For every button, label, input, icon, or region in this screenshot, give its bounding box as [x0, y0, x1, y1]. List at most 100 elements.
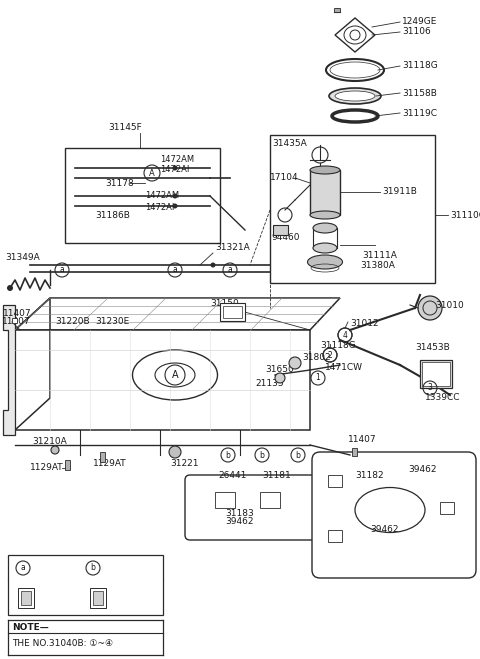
Text: 3: 3	[428, 384, 432, 393]
Text: a: a	[173, 266, 178, 275]
Text: b: b	[296, 451, 300, 459]
Text: 31110C: 31110C	[450, 210, 480, 219]
Text: 31321A: 31321A	[215, 243, 250, 252]
Circle shape	[7, 285, 13, 291]
Circle shape	[275, 373, 285, 383]
Text: 31119C: 31119C	[402, 109, 437, 117]
Bar	[65, 148, 220, 243]
Text: 1249GE: 1249GE	[402, 18, 437, 26]
Text: A: A	[172, 370, 178, 380]
Text: 31650: 31650	[265, 366, 294, 374]
Text: 39462: 39462	[408, 465, 436, 474]
Text: 26441: 26441	[218, 471, 246, 480]
Bar	[8, 555, 163, 615]
Ellipse shape	[310, 166, 340, 174]
Circle shape	[289, 357, 301, 369]
Bar	[21, 591, 31, 605]
Text: 1471CW: 1471CW	[325, 364, 363, 372]
Text: b: b	[260, 451, 264, 459]
Text: 31453B: 31453B	[415, 343, 450, 353]
Polygon shape	[3, 305, 15, 435]
Ellipse shape	[335, 91, 375, 101]
Bar	[270, 135, 435, 283]
Text: 31145F: 31145F	[108, 123, 142, 132]
Bar	[273, 225, 288, 235]
Text: 21135: 21135	[255, 378, 284, 387]
Ellipse shape	[313, 223, 337, 233]
Text: 4: 4	[343, 331, 348, 339]
Ellipse shape	[313, 243, 337, 253]
Bar	[328, 475, 342, 487]
Bar	[215, 492, 235, 508]
Text: NOTE—: NOTE—	[12, 623, 49, 631]
Circle shape	[211, 262, 216, 268]
Text: a: a	[60, 266, 64, 275]
Circle shape	[172, 204, 178, 208]
Text: 2: 2	[328, 351, 332, 360]
Bar	[310, 170, 340, 215]
Text: 31158B: 31158B	[402, 88, 437, 98]
Bar	[100, 452, 105, 462]
Circle shape	[418, 296, 442, 320]
Text: 31230E: 31230E	[95, 318, 129, 326]
Text: 1472AI: 1472AI	[160, 165, 190, 175]
Bar	[18, 588, 34, 608]
Bar	[422, 362, 450, 386]
Text: 31349A: 31349A	[5, 254, 40, 262]
Text: 31186B: 31186B	[95, 212, 130, 221]
Bar	[223, 306, 242, 318]
Text: a: a	[21, 563, 25, 573]
Text: 31118G: 31118G	[320, 341, 356, 351]
Text: b: b	[226, 451, 230, 459]
Text: 39462: 39462	[370, 525, 398, 534]
Bar	[90, 588, 106, 608]
Text: 31178: 31178	[105, 179, 134, 188]
Text: THE NO.31040B: ①~④: THE NO.31040B: ①~④	[12, 639, 113, 648]
Bar	[220, 303, 245, 321]
Text: 31221: 31221	[170, 459, 199, 469]
Ellipse shape	[132, 350, 217, 400]
Text: 11407: 11407	[3, 308, 32, 318]
FancyBboxPatch shape	[312, 452, 476, 578]
Text: 31380A: 31380A	[360, 262, 395, 270]
Bar	[12, 318, 17, 323]
Text: 31111A: 31111A	[362, 250, 397, 260]
Bar	[65, 460, 70, 470]
Bar	[440, 502, 454, 514]
Text: 94460: 94460	[271, 233, 300, 241]
Ellipse shape	[155, 363, 195, 387]
Text: 1472AM: 1472AM	[145, 192, 179, 200]
Text: 1472AM: 1472AM	[160, 156, 194, 165]
Circle shape	[172, 165, 178, 171]
Text: a: a	[228, 266, 232, 275]
Text: 31220B: 31220B	[55, 318, 90, 326]
Text: 31435A: 31435A	[272, 138, 307, 148]
Text: A: A	[149, 169, 155, 177]
FancyBboxPatch shape	[185, 475, 320, 540]
Circle shape	[172, 194, 178, 198]
Bar	[93, 591, 103, 605]
Text: 31802: 31802	[302, 353, 331, 362]
Text: 31177B: 31177B	[33, 563, 68, 573]
Text: 1129AT: 1129AT	[93, 459, 127, 467]
Text: 39462: 39462	[225, 517, 253, 527]
Bar	[352, 448, 357, 456]
Text: 11407: 11407	[2, 318, 31, 326]
Text: 1339CC: 1339CC	[425, 393, 460, 403]
Text: 31183: 31183	[225, 509, 254, 517]
Bar	[15, 330, 310, 430]
Text: 31911B: 31911B	[382, 188, 417, 196]
Text: 1129AT: 1129AT	[30, 463, 64, 473]
Bar	[420, 360, 452, 388]
Ellipse shape	[308, 255, 343, 269]
Text: 31181: 31181	[262, 471, 291, 480]
Text: 31010: 31010	[435, 301, 464, 310]
Circle shape	[169, 446, 181, 458]
Text: b: b	[91, 563, 96, 573]
Text: 42913: 42913	[103, 563, 132, 573]
Text: 31118G: 31118G	[402, 61, 438, 71]
Text: 31210A: 31210A	[32, 438, 67, 447]
Text: 31012: 31012	[350, 318, 379, 328]
Bar	[334, 8, 340, 12]
Text: 11407: 11407	[348, 436, 377, 445]
